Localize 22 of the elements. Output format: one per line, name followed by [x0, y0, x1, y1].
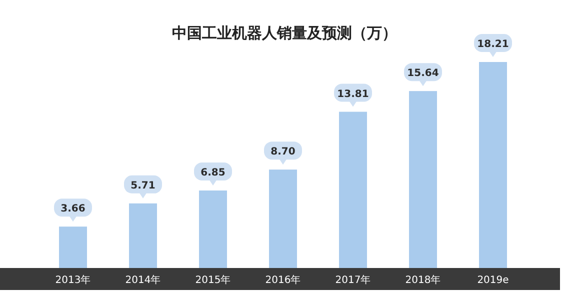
x-tick-label: 2013年: [55, 274, 91, 286]
bar: [339, 112, 367, 268]
x-tick-label: 2014年: [125, 274, 161, 286]
bar: [269, 170, 297, 268]
bar: [409, 91, 437, 268]
bar: [129, 203, 157, 268]
data-label: 13.81: [337, 88, 369, 100]
x-tick-label: 2019e: [477, 275, 509, 286]
data-label: 6.85: [200, 168, 226, 179]
bar: [199, 190, 227, 268]
data-label: 3.66: [60, 204, 86, 215]
bar: [479, 62, 507, 268]
bar: [59, 226, 87, 268]
x-tick-label: 2018年: [405, 274, 441, 286]
data-label: 5.71: [130, 180, 156, 192]
chart-title: 中国工业机器人销量及预测（万）: [172, 24, 397, 42]
data-label: 18.21: [477, 39, 509, 50]
x-tick-label: 2015年: [195, 274, 231, 286]
x-tick-label: 2016年: [265, 274, 301, 286]
data-label: 8.70: [270, 146, 296, 158]
x-tick-label: 2017年: [335, 274, 371, 286]
data-label: 15.64: [407, 68, 439, 80]
